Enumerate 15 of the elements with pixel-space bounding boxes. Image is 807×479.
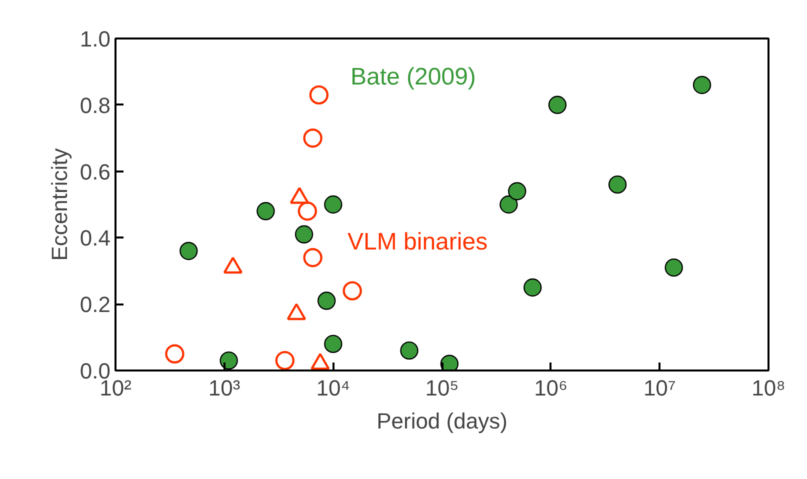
y-axis-title: Eccentricity (46, 148, 72, 261)
y-tick-label: 0.8 (80, 92, 111, 118)
y-tick-label: 0.4 (80, 226, 111, 251)
series-label: VLM binaries (348, 228, 488, 256)
y-tick-label: 0.2 (80, 292, 111, 318)
x-axis-title: Period (days) (376, 408, 508, 434)
x-tick-label: 10⁶ (534, 376, 568, 400)
x-tick-label: 10⁷ (643, 376, 676, 400)
y-tick-label: 0.6 (80, 159, 111, 184)
text: Bate (2009) (350, 64, 476, 90)
x-tick-label: 10⁴ (316, 376, 350, 400)
x-tick-label: 10³ (208, 376, 240, 400)
y-tick-label: 1.0 (80, 26, 111, 52)
x-tick-label: 10⁵ (425, 376, 459, 400)
x-tick-label: 10⁸ (752, 376, 786, 400)
